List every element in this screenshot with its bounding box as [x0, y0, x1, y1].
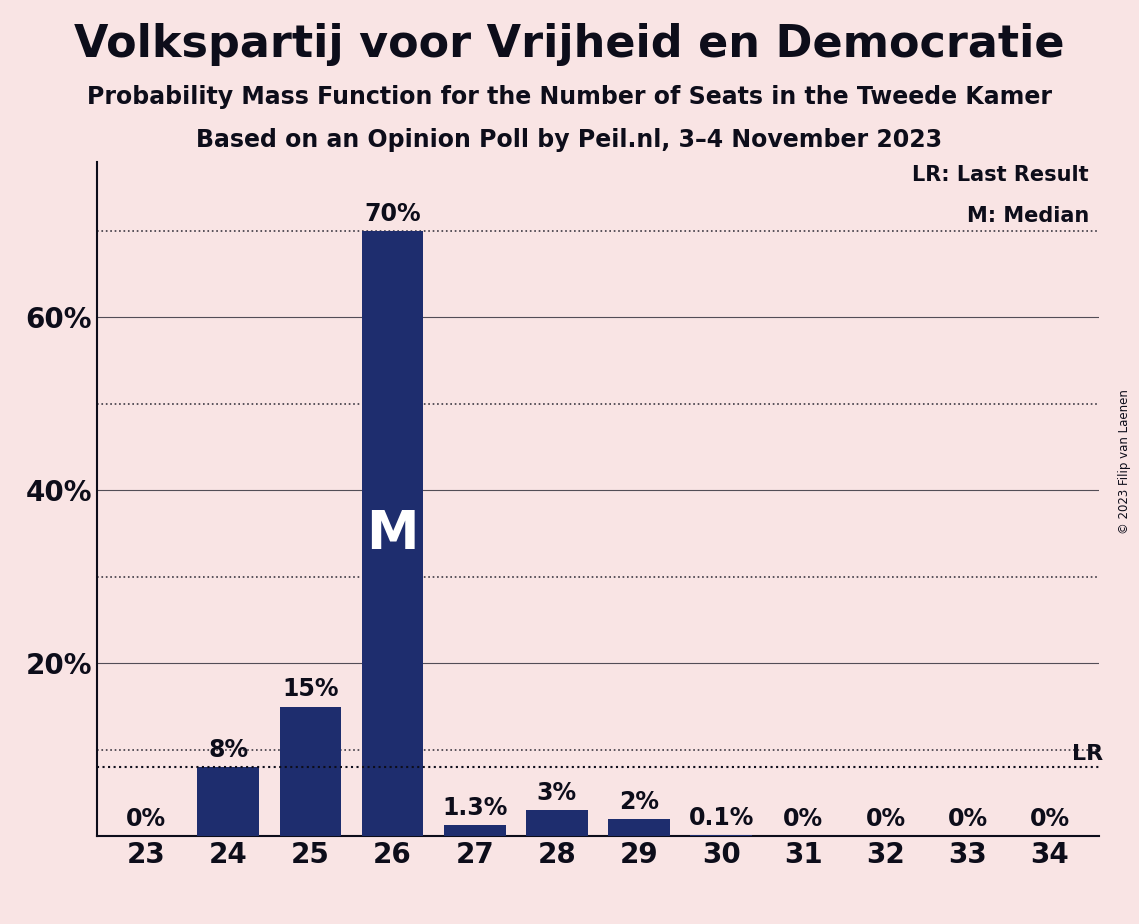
- Text: 0.1%: 0.1%: [688, 806, 754, 830]
- Text: M: M: [367, 507, 419, 560]
- Text: 2%: 2%: [620, 790, 659, 814]
- Text: Based on an Opinion Poll by Peil.nl, 3–4 November 2023: Based on an Opinion Poll by Peil.nl, 3–4…: [196, 128, 943, 152]
- Bar: [279, 707, 342, 836]
- Text: LR: LR: [1072, 744, 1104, 763]
- Text: 1.3%: 1.3%: [442, 796, 508, 820]
- Text: 8%: 8%: [208, 738, 248, 762]
- Bar: [197, 767, 259, 836]
- Text: Volkspartij voor Vrijheid en Democratie: Volkspartij voor Vrijheid en Democratie: [74, 23, 1065, 67]
- Text: Probability Mass Function for the Number of Seats in the Tweede Kamer: Probability Mass Function for the Number…: [87, 85, 1052, 109]
- Text: 15%: 15%: [282, 677, 338, 701]
- Text: 0%: 0%: [948, 807, 988, 831]
- Text: LR: Last Result: LR: Last Result: [912, 165, 1089, 185]
- Text: 0%: 0%: [784, 807, 823, 831]
- Text: 0%: 0%: [126, 807, 166, 831]
- Text: 3%: 3%: [536, 781, 577, 805]
- Text: 70%: 70%: [364, 201, 421, 225]
- Text: 0%: 0%: [866, 807, 906, 831]
- Bar: [608, 819, 670, 836]
- Text: 0%: 0%: [1030, 807, 1070, 831]
- Bar: [526, 810, 588, 836]
- Bar: [444, 825, 506, 836]
- Bar: [362, 231, 424, 836]
- Text: M: Median: M: Median: [967, 205, 1089, 225]
- Text: © 2023 Filip van Laenen: © 2023 Filip van Laenen: [1118, 390, 1131, 534]
